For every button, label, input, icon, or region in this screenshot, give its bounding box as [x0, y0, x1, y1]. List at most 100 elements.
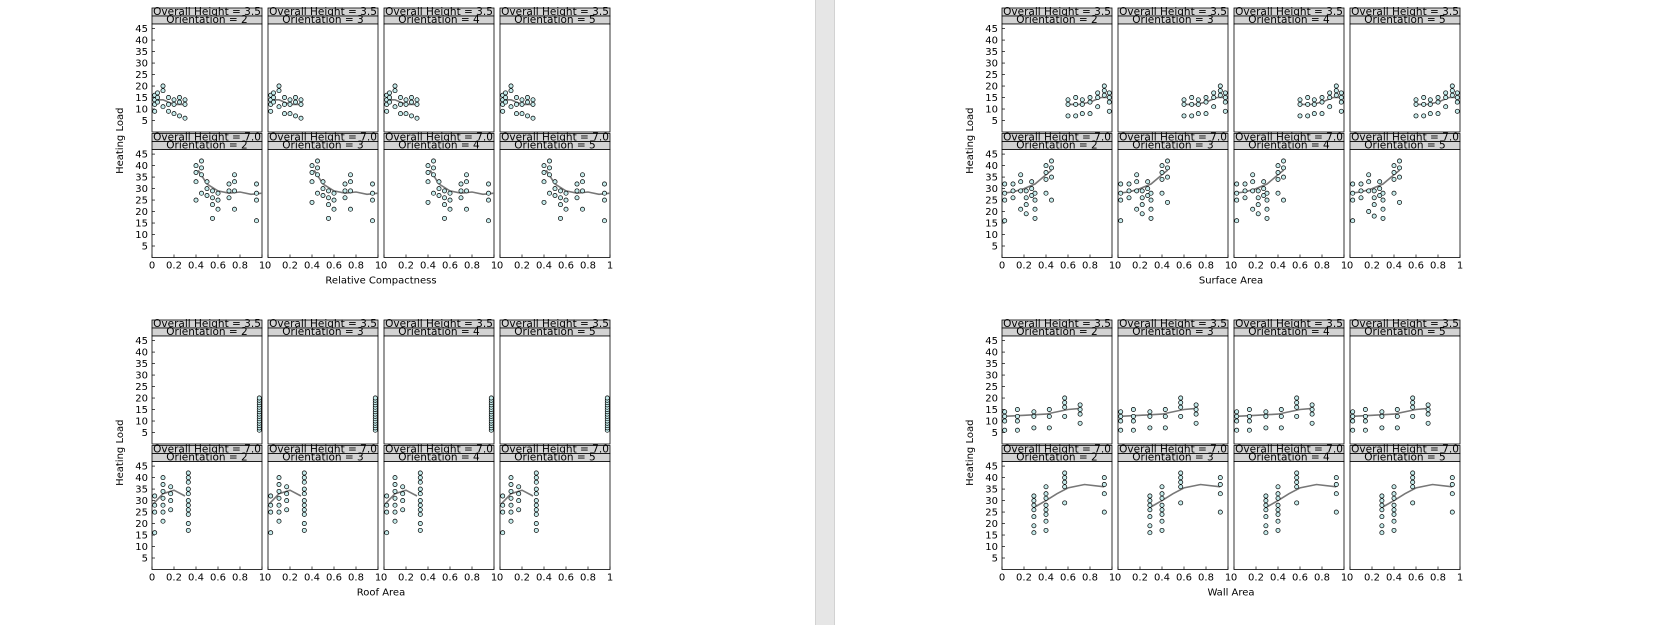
scatter-point — [193, 163, 199, 169]
scatter-point — [1148, 206, 1154, 212]
scatter-point — [1043, 163, 1049, 169]
scatter-point — [1391, 170, 1397, 175]
scatter-point — [370, 190, 375, 196]
scatter-point — [326, 195, 331, 201]
scatter-point — [409, 99, 414, 105]
scatter-point — [1178, 470, 1184, 476]
scatter-point — [1002, 190, 1008, 196]
scatter-point — [580, 179, 585, 185]
scatter-point — [1062, 484, 1068, 490]
scatter-point — [1379, 523, 1385, 529]
facet-strip-label: Orientation = 5 — [514, 452, 595, 464]
scatter-point — [1189, 95, 1195, 100]
scatter-point — [193, 197, 199, 203]
scatter-point — [1377, 193, 1383, 198]
facet-strip-label: Overall Height = 3.5 — [1003, 6, 1111, 18]
x-axis-label: Relative Compactness — [325, 276, 436, 287]
scatter-point — [508, 518, 514, 524]
scatter-point — [1134, 206, 1140, 212]
facet-strip-label: Overall Height = 7.0 — [153, 132, 261, 144]
x-tick-label: 0 — [149, 261, 155, 272]
y-tick-label: 45 — [985, 336, 998, 347]
facet-panel — [1233, 335, 1345, 445]
facet-strip-label: Overall Height = 7.0 — [1119, 444, 1227, 456]
scatter-point — [1362, 427, 1368, 433]
scatter-point — [1065, 97, 1071, 103]
scatter-point — [516, 484, 522, 490]
scatter-point — [166, 108, 171, 114]
scatter-point — [1362, 413, 1368, 419]
scatter-point — [508, 495, 514, 501]
y-tick-label: 25 — [135, 382, 148, 393]
scatter-point — [1139, 211, 1145, 217]
x-tick-label: 0.4 — [1154, 573, 1170, 584]
x-tick-label: 1 — [1109, 261, 1115, 272]
scatter-point — [1126, 188, 1132, 194]
scatter-point — [1294, 395, 1300, 401]
facet-panel — [267, 335, 379, 445]
scatter-point — [1002, 218, 1008, 224]
facet-strip-label: Orientation = 5 — [1364, 326, 1445, 338]
scatter-point — [185, 511, 191, 517]
scatter-point — [552, 179, 558, 185]
scatter-point — [1148, 215, 1154, 221]
x-tick-label: 0 — [1347, 261, 1353, 272]
scatter-point — [1203, 95, 1209, 100]
scatter-point — [533, 491, 539, 497]
facet-strip-label: Overall Height = 3.5 — [1351, 318, 1459, 330]
facet-strip-label: Orientation = 5 — [514, 14, 595, 26]
scatter-point — [1031, 507, 1037, 513]
scatter-point — [168, 484, 174, 490]
scatter-point — [503, 90, 508, 96]
y-tick-label: 35 — [985, 485, 998, 496]
scatter-point — [387, 90, 392, 96]
scatter-point — [1148, 190, 1154, 196]
scatter-point — [425, 170, 431, 175]
scatter-point — [392, 475, 398, 481]
scatter-point — [533, 470, 539, 476]
x-tick-label: 0.8 — [464, 261, 480, 272]
scatter-point — [1281, 158, 1286, 164]
scatter-point — [400, 507, 406, 513]
scatter-point — [514, 111, 519, 117]
scatter-point — [1379, 514, 1385, 520]
x-tick-label: 0 — [1231, 261, 1237, 272]
scatter-point — [199, 165, 204, 171]
x-tick-label: 0.2 — [1016, 261, 1032, 272]
y-tick-label: 25 — [985, 70, 998, 81]
y-tick-label: 20 — [135, 82, 148, 93]
scatter-point — [417, 521, 423, 526]
y-tick-label: 40 — [985, 348, 998, 359]
scatter-point — [1032, 215, 1038, 221]
x-axis-label: Roof Area — [357, 588, 405, 599]
scatter-point — [580, 172, 585, 178]
scatter-point — [284, 484, 290, 490]
scatter-point — [1394, 413, 1400, 419]
scatter-point — [1217, 83, 1223, 89]
x-tick-label: 0.4 — [1386, 261, 1402, 272]
y-tick-label: 40 — [135, 36, 148, 47]
facet-strip-label: Orientation = 4 — [398, 14, 480, 26]
scatter-point — [182, 115, 188, 121]
scatter-point — [1062, 479, 1068, 485]
x-axis-label: Surface Area — [1199, 276, 1263, 287]
x-tick-label: 0.6 — [1292, 573, 1308, 584]
scatter-point — [309, 170, 315, 175]
scatter-point — [1106, 108, 1112, 114]
scatter-point — [1211, 90, 1217, 96]
scatter-point — [417, 479, 423, 485]
scatter-point — [1278, 413, 1284, 419]
scatter-point — [1319, 95, 1325, 100]
facet-strip-label: Overall Height = 7.0 — [1003, 132, 1111, 144]
scatter-point — [160, 509, 166, 515]
scatter-point — [503, 95, 508, 100]
scatter-point — [431, 165, 436, 171]
scatter-point — [1095, 95, 1101, 100]
x-tick-label: 0.2 — [514, 573, 530, 584]
scatter-point — [1193, 411, 1199, 417]
scatter-point — [185, 507, 191, 513]
trend-line — [151, 489, 186, 506]
scatter-point — [168, 491, 174, 497]
